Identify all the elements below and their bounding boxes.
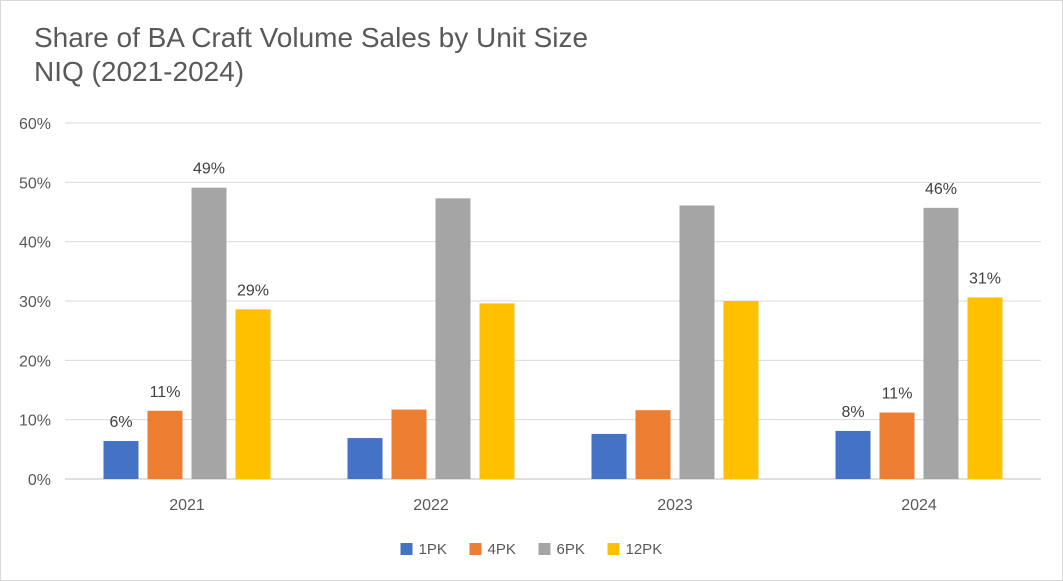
legend-label-6pk: 6PK bbox=[557, 541, 585, 558]
legend-swatch-6pk bbox=[538, 543, 551, 555]
data-label: 29% bbox=[237, 282, 269, 299]
y-tick-label: 50% bbox=[19, 175, 51, 192]
chart-title-line1: Share of BA Craft Volume Sales by Unit S… bbox=[34, 22, 589, 53]
data-label: 31% bbox=[969, 270, 1001, 287]
data-label: 11% bbox=[150, 384, 181, 401]
x-tick-label: 2024 bbox=[901, 497, 937, 514]
data-label: 6% bbox=[109, 414, 132, 431]
legend-swatch-4pk bbox=[469, 543, 482, 555]
x-tick-label: 2023 bbox=[657, 497, 693, 514]
data-label: 49% bbox=[193, 161, 225, 178]
y-tick-label: 10% bbox=[19, 413, 51, 430]
bar-1pk-2023 bbox=[591, 433, 627, 479]
bar-12pk-2024 bbox=[967, 297, 1003, 479]
y-tick-label: 0% bbox=[28, 472, 51, 489]
bar-12pk-2023 bbox=[723, 301, 759, 479]
legend-label-4pk: 4PK bbox=[488, 541, 516, 558]
chart-title: Share of BA Craft Volume Sales by Unit S… bbox=[34, 21, 588, 89]
bar-1pk-2022 bbox=[347, 438, 383, 479]
bar-12pk-2021 bbox=[235, 309, 271, 479]
legend-swatch-12pk bbox=[607, 543, 620, 555]
bar-4pk-2024 bbox=[879, 412, 915, 479]
bar-4pk-2023 bbox=[635, 410, 671, 479]
bar-4pk-2022 bbox=[391, 409, 427, 479]
x-tick-label: 2021 bbox=[169, 497, 205, 514]
bar-6pk-2023 bbox=[679, 205, 715, 479]
x-tick-label: 2022 bbox=[413, 497, 449, 514]
data-label: 8% bbox=[841, 404, 864, 421]
legend-label-1pk: 1PK bbox=[419, 541, 447, 558]
y-tick-label: 40% bbox=[19, 235, 51, 252]
bar-4pk-2021 bbox=[147, 410, 183, 479]
legend-label-12pk: 12PK bbox=[626, 541, 663, 558]
bar-1pk-2021 bbox=[103, 441, 139, 479]
bar-6pk-2021 bbox=[191, 187, 227, 479]
data-label: 11% bbox=[882, 386, 913, 403]
bar-6pk-2022 bbox=[435, 198, 471, 479]
bar-6pk-2024 bbox=[923, 207, 959, 479]
chart-title-line2: NIQ (2021-2024) bbox=[34, 56, 245, 87]
y-tick-label: 30% bbox=[19, 294, 51, 311]
data-label: 46% bbox=[925, 181, 957, 198]
bar-1pk-2024 bbox=[835, 430, 871, 479]
bar-12pk-2022 bbox=[479, 303, 515, 479]
legend-swatch-1pk bbox=[400, 543, 413, 555]
y-tick-label: 20% bbox=[19, 353, 51, 370]
y-tick-label: 60% bbox=[19, 116, 51, 133]
